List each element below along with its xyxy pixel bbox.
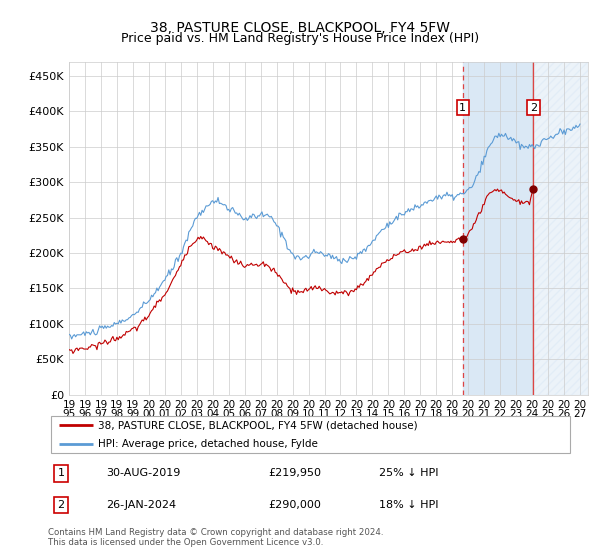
Bar xyxy=(463,62,533,395)
Text: 18% ↓ HPI: 18% ↓ HPI xyxy=(379,500,438,510)
Text: Contains HM Land Registry data © Crown copyright and database right 2024.
This d: Contains HM Land Registry data © Crown c… xyxy=(48,528,383,547)
Text: 38, PASTURE CLOSE, BLACKPOOL, FY4 5FW: 38, PASTURE CLOSE, BLACKPOOL, FY4 5FW xyxy=(150,21,450,35)
Text: 30-AUG-2019: 30-AUG-2019 xyxy=(106,468,180,478)
Text: Price paid vs. HM Land Registry's House Price Index (HPI): Price paid vs. HM Land Registry's House … xyxy=(121,32,479,45)
Text: HPI: Average price, detached house, Fylde: HPI: Average price, detached house, Fyld… xyxy=(98,439,318,449)
Text: 1: 1 xyxy=(58,468,65,478)
Text: 1: 1 xyxy=(460,102,466,113)
Text: 38, PASTURE CLOSE, BLACKPOOL, FY4 5FW (detached house): 38, PASTURE CLOSE, BLACKPOOL, FY4 5FW (d… xyxy=(98,421,418,430)
Text: 25% ↓ HPI: 25% ↓ HPI xyxy=(379,468,438,478)
Bar xyxy=(533,62,588,395)
Text: £290,000: £290,000 xyxy=(269,500,322,510)
Text: 2: 2 xyxy=(530,102,537,113)
Text: 2: 2 xyxy=(58,500,65,510)
FancyBboxPatch shape xyxy=(50,417,571,452)
Text: 26-JAN-2024: 26-JAN-2024 xyxy=(106,500,176,510)
Text: £219,950: £219,950 xyxy=(269,468,322,478)
